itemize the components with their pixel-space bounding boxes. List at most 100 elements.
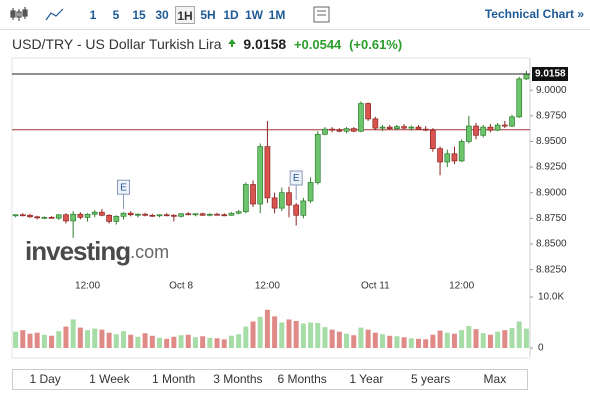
candle-body (458, 141, 465, 162)
volume-bar (34, 332, 40, 348)
range-button[interactable]: 3 Months (213, 372, 263, 386)
interval-button[interactable]: 5H (200, 8, 216, 22)
volume-bar (228, 335, 234, 348)
candle-body (185, 213, 192, 216)
interval-button[interactable]: 1W (245, 8, 263, 22)
volume-bar (344, 333, 350, 348)
candle-body (19, 214, 26, 217)
range-button[interactable]: 6 Months (277, 372, 327, 386)
candle-body (444, 153, 451, 163)
candle-body (192, 213, 199, 216)
volume-bar (300, 323, 306, 348)
volume-bar (372, 332, 378, 348)
volume-bar (451, 333, 457, 348)
interval-button[interactable]: 1 (89, 8, 97, 22)
candle-body (99, 211, 105, 216)
volume-bar (221, 339, 227, 348)
range-button[interactable]: 1 Month (151, 372, 196, 386)
volume-bar (509, 328, 515, 348)
volume-bar (394, 336, 400, 348)
volume-bar (466, 326, 472, 348)
volume-tick-label: 0 (538, 343, 544, 354)
candle-body (156, 214, 163, 217)
candle-body (278, 192, 285, 209)
range-button[interactable]: 1 Day (29, 372, 61, 386)
candle-body (228, 212, 235, 216)
volume-bar (192, 337, 198, 348)
event-marker (289, 170, 303, 186)
volume-bar (365, 329, 371, 348)
toolbar: Technical Chart » 1 5 15 30 1H 5H 1D 1W 1M (0, 0, 590, 30)
volume-bar (279, 322, 285, 348)
volume-bar (135, 336, 141, 348)
volume-bar (293, 320, 299, 348)
volume-bar (380, 334, 386, 348)
candle-body (257, 146, 264, 205)
volume-bar (437, 330, 443, 348)
interval-button[interactable]: 5 (112, 8, 120, 22)
event-label: E (120, 182, 127, 193)
candle-body (55, 214, 62, 219)
candle-body (242, 184, 249, 213)
candle-body (250, 184, 256, 205)
candle-body (415, 126, 422, 130)
range-button[interactable]: 1 Year (349, 372, 384, 386)
volume-bar (408, 338, 414, 348)
candle-body (336, 129, 343, 132)
candle-body (214, 213, 220, 216)
candle-body (509, 116, 515, 127)
candle-body (523, 73, 530, 80)
candle-body (358, 103, 364, 132)
event-marker (117, 179, 131, 195)
volume-bar (459, 330, 465, 348)
volume-bar (329, 329, 335, 348)
candle-body (379, 126, 386, 129)
interval-button[interactable]: 1M (268, 8, 286, 22)
candle-body (178, 213, 184, 217)
candle-body (264, 146, 271, 199)
candle-body (487, 126, 494, 131)
candle-body (322, 128, 328, 135)
volume-bar (70, 319, 76, 348)
candle-body (473, 125, 479, 136)
settings-icon[interactable] (312, 0, 332, 30)
volume-bar (415, 338, 421, 348)
volume-bar (502, 330, 508, 348)
candle-body (171, 214, 177, 217)
volume-bar (358, 327, 364, 348)
interval-button[interactable]: 1D (223, 8, 239, 22)
volume-bar (286, 319, 292, 348)
volume-bar (200, 336, 206, 348)
range-button[interactable]: 5 years (410, 372, 451, 386)
last-price-label: 9.0158 (535, 69, 566, 80)
volume-bar (473, 329, 479, 348)
candle-body (135, 213, 141, 216)
range-button[interactable]: Max (483, 372, 507, 386)
volume-bar (336, 331, 342, 348)
candle-body (286, 192, 292, 206)
candle-body (451, 153, 458, 162)
interval-button[interactable]: 1H (175, 6, 195, 24)
candle-body (142, 213, 148, 216)
volume-bar (308, 322, 314, 348)
interval-button[interactable]: 15 (132, 8, 146, 22)
volume-bar (121, 331, 127, 348)
candle-body (41, 216, 48, 219)
header: USD/TRY - US Dollar Turkish Lira 9.0158 … (12, 36, 402, 52)
volume-bar (236, 334, 242, 348)
candle-body (314, 133, 321, 183)
interval-button[interactable]: 30 (155, 8, 169, 22)
volume-bar (264, 309, 270, 348)
volume-bar (128, 334, 134, 348)
change-percent: (+0.61%) (349, 37, 403, 52)
candle-body (401, 126, 407, 129)
change: +0.0544 (293, 37, 342, 52)
symbol-title: USD/TRY - US Dollar Turkish Lira (12, 36, 222, 52)
candle-body (91, 211, 98, 215)
range-button[interactable]: 1 Week (89, 372, 130, 386)
candle-body (394, 126, 400, 129)
x-tick-label: Oct 11 (361, 281, 390, 292)
technical-chart-link[interactable]: Technical Chart » (484, 7, 584, 21)
volume-bar (56, 331, 62, 348)
